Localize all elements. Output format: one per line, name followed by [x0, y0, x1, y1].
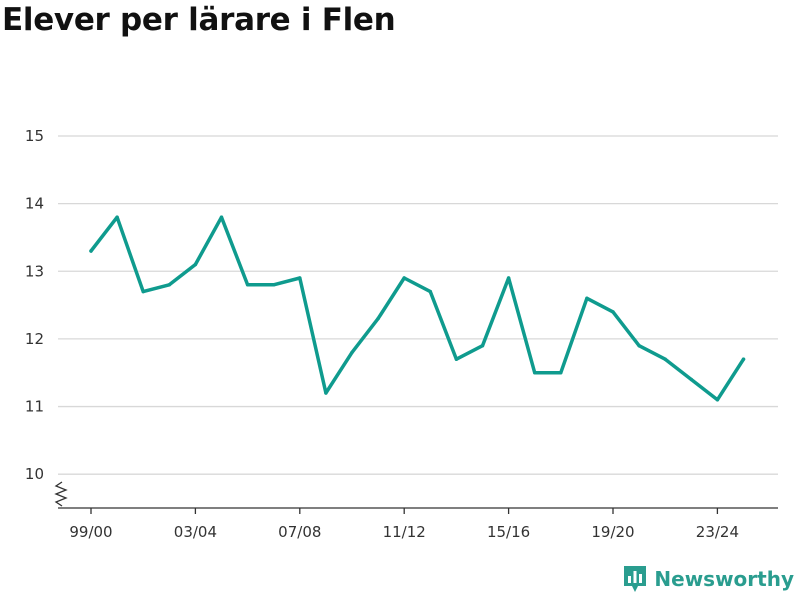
series-line — [89, 215, 746, 402]
data-point — [89, 249, 93, 253]
data-point — [637, 344, 641, 348]
chart-title: Elever per lärare i Flen — [2, 2, 396, 38]
brand-logo: Newsworthy — [622, 564, 794, 594]
data-point — [559, 371, 563, 375]
data-point — [715, 398, 720, 402]
x-axis-labels: 99/00 03/04 07/08 11/12 15/16 19/20 23/24 — [69, 523, 739, 541]
y-tick-label: 10 — [25, 465, 44, 483]
data-point — [193, 262, 198, 267]
x-tick-label: 23/24 — [696, 523, 739, 541]
y-tick-label: 11 — [25, 398, 44, 416]
data-point — [324, 391, 328, 395]
data-point — [402, 276, 406, 280]
y-tick-label: 14 — [25, 195, 44, 213]
brand-name: Newsworthy — [654, 567, 794, 591]
x-tick-label: 15/16 — [487, 523, 530, 541]
data-point — [167, 283, 171, 287]
data-point — [611, 310, 615, 314]
series-group — [89, 215, 746, 402]
data-point — [741, 357, 746, 361]
data-point — [219, 215, 224, 219]
data-point — [428, 289, 432, 294]
data-point — [376, 316, 380, 321]
data-point — [585, 296, 589, 300]
data-point — [141, 289, 145, 294]
data-point — [350, 350, 354, 355]
data-point — [689, 377, 693, 382]
data-point — [533, 371, 537, 375]
x-tick-label: 11/12 — [383, 523, 426, 541]
x-tick-label: 07/08 — [278, 523, 321, 541]
data-point — [506, 276, 511, 280]
x-axis — [54, 481, 778, 514]
y-tick-label: 12 — [25, 330, 44, 348]
data-point — [298, 276, 302, 280]
bar-chart-logo-icon — [624, 566, 647, 592]
axis-break-icon — [54, 481, 68, 507]
data-point — [272, 283, 276, 287]
x-tick-label: 99/00 — [69, 523, 112, 541]
x-tick-label: 03/04 — [174, 523, 217, 541]
y-axis-labels: 10 11 12 13 14 15 — [25, 127, 44, 483]
data-point — [480, 344, 485, 348]
gridlines — [58, 135, 778, 475]
data-point — [245, 283, 250, 287]
x-tick-label: 19/20 — [591, 523, 634, 541]
data-point — [115, 215, 119, 219]
y-tick-label: 15 — [25, 127, 44, 145]
data-point — [454, 357, 459, 361]
data-point — [663, 357, 667, 361]
y-tick-label: 13 — [25, 262, 44, 280]
